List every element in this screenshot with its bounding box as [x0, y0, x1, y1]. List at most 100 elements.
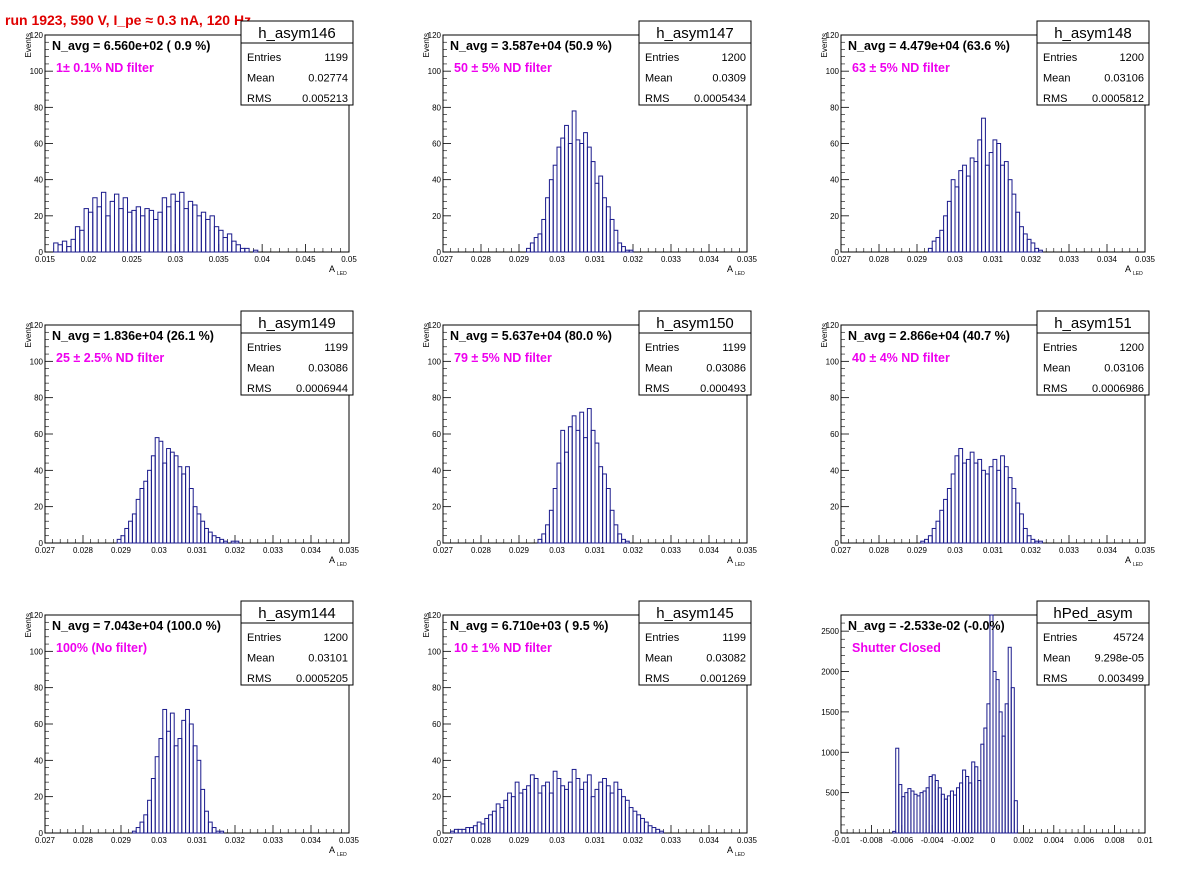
histogram-bin	[235, 244, 241, 253]
histogram-bin	[116, 538, 122, 544]
x-tick-label: 0.028	[73, 836, 94, 845]
histogram-bin	[548, 509, 554, 544]
histogram-bin	[594, 442, 600, 544]
histogram-name: h_asym150	[656, 315, 734, 332]
histogram-name: h_asym151	[1054, 315, 1132, 332]
histogram-bin	[124, 527, 130, 544]
histogram-bin	[624, 540, 630, 544]
stats-value: 0.0006986	[1092, 383, 1144, 395]
stats-box	[1036, 600, 1150, 686]
histogram-bin	[564, 788, 569, 834]
histogram-bin	[196, 215, 202, 253]
histogram-bin	[179, 191, 185, 253]
histogram-bin	[579, 788, 585, 834]
histogram-bin	[594, 788, 600, 834]
histogram-bin	[545, 197, 550, 253]
x-axis-label-sub: LED	[735, 562, 745, 568]
histogram-bin	[988, 466, 994, 544]
x-axis-label: A	[727, 264, 733, 274]
histogram-bin	[57, 244, 63, 253]
y-tick-label: 100	[30, 647, 44, 656]
y-tick-label: 60	[432, 140, 441, 149]
histogram-bin	[131, 209, 137, 253]
histogram-bin	[969, 451, 975, 544]
histogram-bin	[139, 821, 145, 834]
histogram-bin	[204, 527, 209, 544]
stats-value: 0.0005205	[296, 673, 348, 685]
x-tick-label: 0.035	[737, 836, 758, 845]
histogram-bin	[939, 509, 945, 544]
stats-label: RMS	[247, 673, 271, 685]
stats-box	[240, 310, 354, 396]
histogram-bin	[169, 451, 175, 544]
x-tick-label: 0.027	[35, 836, 56, 845]
histogram-bin	[537, 233, 543, 253]
stats-value: 1199	[324, 342, 348, 354]
histogram-bin	[484, 817, 490, 834]
histogram-bin	[590, 429, 596, 544]
navg-text: N_avg = 4.479e+04 (63.6 %)	[848, 39, 1010, 53]
histogram-bin	[131, 830, 137, 834]
histogram-bin	[575, 429, 581, 544]
histogram-bin	[66, 246, 72, 253]
histogram-bin	[457, 828, 463, 834]
x-tick-label: 0.034	[699, 836, 720, 845]
x-tick-label: 0.035	[339, 546, 360, 555]
x-tick-label: 0.015	[35, 255, 56, 264]
histogram-bin	[92, 197, 98, 253]
histogram-bin	[621, 538, 626, 544]
stats-value: 1200	[1120, 52, 1144, 64]
stats-label: Entries	[1043, 342, 1078, 354]
histogram-bin	[946, 200, 952, 253]
filter-annotation: 1± 0.1% ND filter	[56, 61, 154, 75]
x-tick-label: 0.029	[111, 546, 132, 555]
histogram-bin	[503, 799, 509, 834]
histogram-bin	[965, 458, 971, 544]
histogram-bin	[158, 738, 164, 834]
histogram-bin	[526, 785, 531, 834]
histogram-bin	[450, 830, 455, 834]
y-tick-label: 0	[39, 539, 44, 548]
stats-label: Entries	[645, 342, 680, 354]
histogram-bin	[545, 781, 550, 834]
histogram-bin	[150, 778, 156, 834]
histogram-bin	[472, 825, 478, 834]
x-tick-label: 0.006	[1074, 836, 1095, 845]
navg-text: N_avg = -2.533e-02 (-0.0%)	[848, 619, 1005, 633]
y-tick-label: 20	[432, 212, 441, 221]
histogram-bin	[605, 206, 611, 253]
histogram-bin	[556, 146, 562, 253]
histogram-bin	[541, 533, 547, 544]
x-tick-label: 0.034	[301, 836, 322, 845]
x-axis-label: A	[329, 555, 335, 565]
histogram-bin	[154, 437, 160, 544]
y-tick-label: 20	[34, 212, 43, 221]
y-tick-label: 120	[428, 321, 442, 330]
x-tick-label: 0.033	[661, 546, 682, 555]
y-tick-label: 0	[835, 539, 840, 548]
y-tick-label: 80	[830, 103, 839, 112]
x-tick-label: 0.034	[1097, 255, 1118, 264]
histogram-bin	[192, 506, 198, 544]
x-tick-label: 0.032	[1021, 546, 1042, 555]
histogram-bin	[465, 827, 471, 834]
histogram-bin	[613, 781, 619, 834]
stats-label: RMS	[1043, 383, 1067, 395]
histogram-bin	[244, 247, 250, 253]
histogram-bin	[552, 770, 558, 834]
histogram-bin	[226, 233, 233, 253]
y-tick-label: 40	[432, 756, 441, 765]
histogram-bin	[575, 778, 581, 834]
histogram-bin	[510, 796, 516, 834]
y-tick-label: 40	[432, 466, 441, 475]
filter-annotation: 100% (No filter)	[56, 641, 147, 655]
histogram-bin	[192, 204, 198, 253]
histogram-bin	[495, 803, 501, 834]
histogram-bin	[935, 520, 941, 544]
histogram-bin	[173, 455, 179, 544]
stats-label: Entries	[645, 52, 680, 64]
stats-label: RMS	[645, 93, 669, 105]
histogram-bin	[480, 823, 486, 834]
histogram-bin	[1011, 193, 1017, 253]
x-tick-label: 0.031	[585, 836, 606, 845]
